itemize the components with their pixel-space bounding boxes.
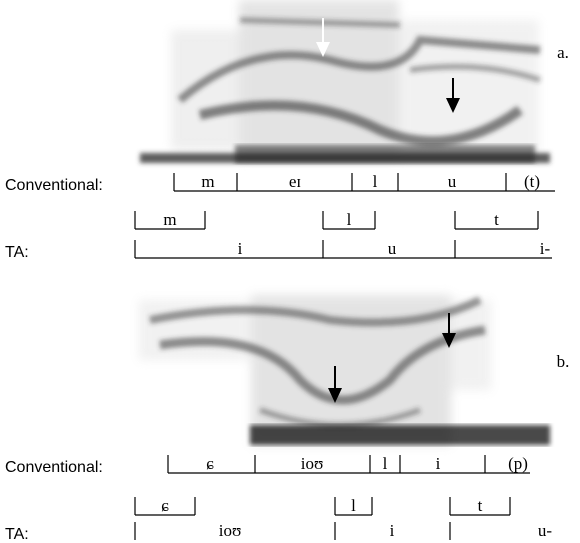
segment: ɕ: [206, 454, 214, 473]
consonant: t: [494, 210, 499, 229]
panel-label: b.: [557, 352, 570, 371]
vowel: i: [390, 521, 395, 540]
segment: (t): [524, 172, 540, 191]
consonant: l: [347, 210, 352, 229]
figure: a. Conventional: m eɪ l u (t) m l t TA: i u i-b. Conve…: [0, 0, 580, 543]
vowel: u: [388, 239, 397, 258]
segment: l: [383, 454, 388, 473]
segment: l: [373, 172, 378, 191]
consonant: ɕ: [161, 496, 169, 515]
row-label: TA:: [5, 244, 29, 261]
segment: eɪ: [289, 172, 302, 191]
spectrogram-a: [140, 0, 550, 163]
vowel: u-: [538, 521, 553, 540]
spectrogram-b: [140, 295, 550, 445]
segment: (p): [508, 454, 528, 473]
row-label: Conventional:: [5, 459, 103, 476]
row-label: Conventional:: [5, 177, 103, 194]
segment: m: [201, 172, 214, 191]
vowel: i: [238, 239, 243, 258]
segment: ioʊ: [301, 454, 324, 473]
vowel: ioʊ: [219, 521, 242, 540]
panel-label: a.: [557, 43, 569, 62]
row-label: TA:: [5, 526, 29, 543]
consonant: m: [163, 210, 176, 229]
segment: u: [448, 172, 457, 191]
segment: i: [436, 454, 441, 473]
vowel: i-: [540, 239, 551, 258]
consonant: l: [351, 496, 356, 515]
consonant: t: [478, 496, 483, 515]
